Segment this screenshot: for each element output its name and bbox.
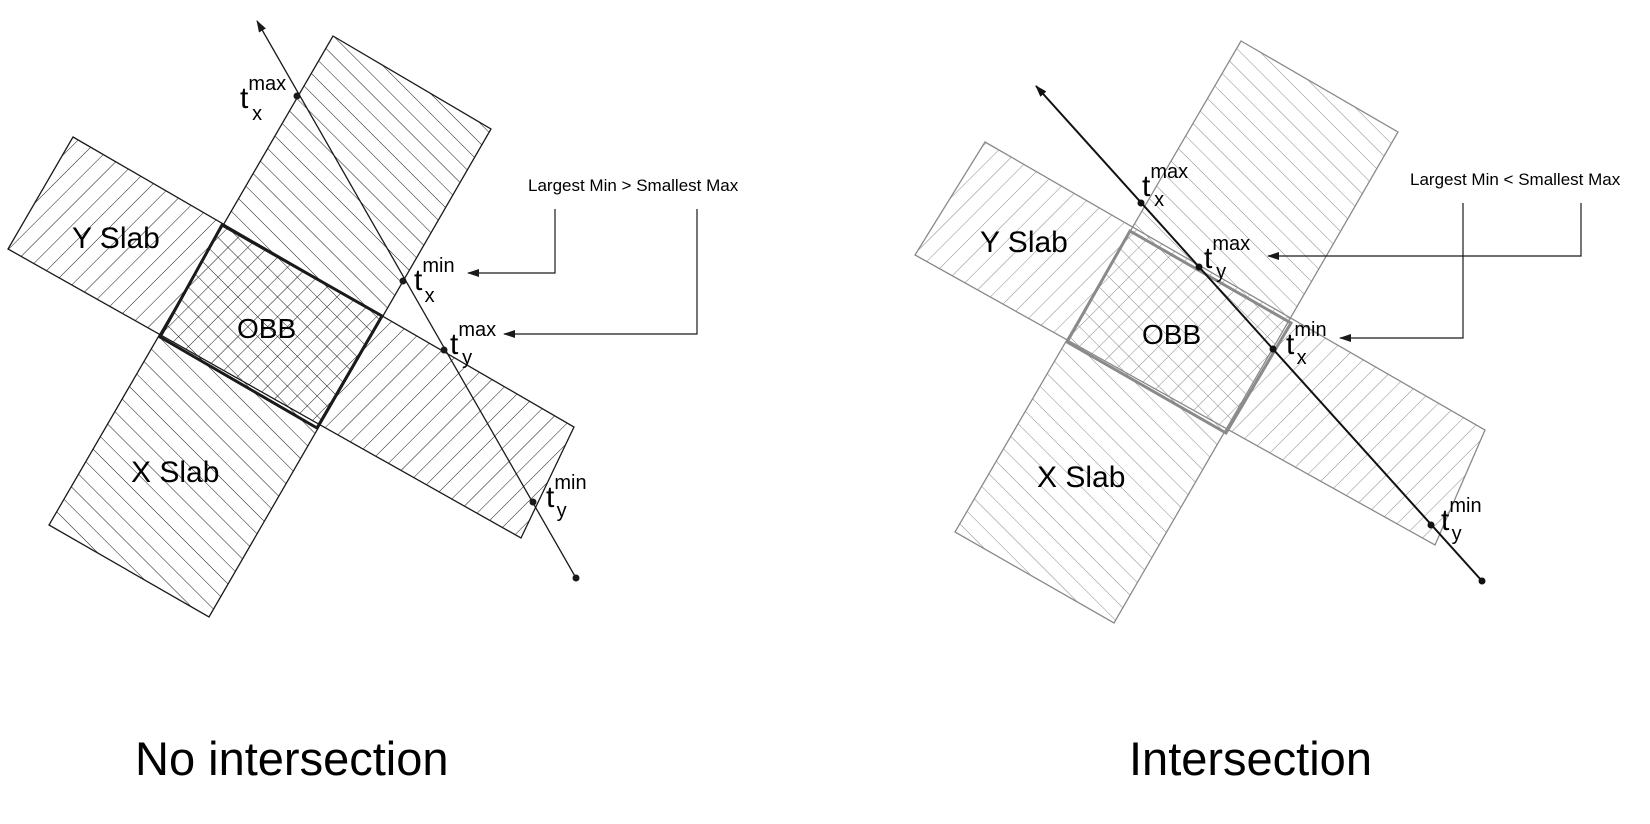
callout-arrow-min [1339,203,1464,342]
ty-min-label: tmin y [1441,495,1482,545]
callout-text: Largest Min > Smallest Max [528,176,739,195]
x-slab-region [954,40,1399,624]
panel-no-intersection: tmax x tmin x tmax y tmin y Y Slab X Slab OB… [7,20,739,785]
obb-outline [1064,228,1294,436]
y-slab-label: Y Slab [72,222,160,255]
tx-max-label: tmax x [1142,161,1188,211]
x-slab-label: X Slab [131,456,219,489]
callout-arrow-min [467,209,556,277]
caption-no-intersection: No intersection [135,732,449,785]
tx-max-label: tmax x [240,73,286,125]
tx-max-point [1137,199,1145,207]
tx-min-label: tmin x [414,255,455,307]
ty-min-label: tmin y [546,472,587,522]
ty-max-point [1195,263,1203,271]
ty-max-point [440,346,448,354]
ty-min-point [1427,521,1435,529]
caption-intersection: Intersection [1129,732,1372,785]
tx-min-label: tmin x [1286,319,1327,369]
y-slab-label: Y Slab [980,226,1068,259]
obb-label: OBB [237,313,296,344]
tx-min-point [1269,345,1277,353]
panel-intersection: tmax x tmax y tmin x tmin y Y Slab X Slab OB… [914,40,1621,785]
tx-min-point [399,277,407,285]
obb-label: OBB [1142,319,1201,350]
ty-max-label: tmax y [1204,233,1250,283]
x-slab-label: X Slab [1037,461,1125,494]
callout-arrow-max [503,209,698,338]
obb-outline [157,222,385,431]
ray-origin-point [1478,577,1486,585]
ty-min-point [529,498,537,506]
ray-origin-point [572,574,580,582]
ty-max-label: tmax y [450,319,496,369]
tx-max-point [293,92,301,100]
callout-text: Largest Min < Smallest Max [1410,170,1621,189]
callout-arrow-max [1267,203,1582,260]
x-slab-region [48,35,492,618]
ray-line [1035,85,1483,582]
ray-line [256,20,577,579]
